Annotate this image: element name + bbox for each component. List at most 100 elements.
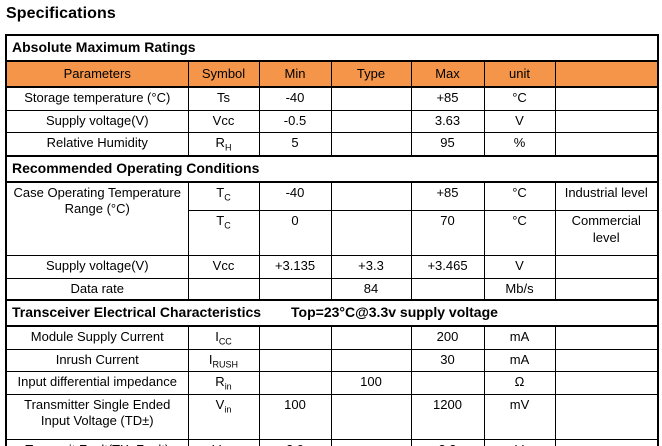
cell-notes bbox=[554, 393, 659, 440]
cell-symbol: Ts bbox=[187, 86, 260, 111]
cell-type bbox=[330, 181, 412, 212]
table-row: Transmitter Single Ended Input Voltage (… bbox=[5, 393, 659, 440]
column-header-unit: unit bbox=[483, 60, 556, 88]
cell-notes bbox=[554, 371, 659, 395]
cell-max: 3.3 bbox=[410, 438, 485, 446]
cell-type bbox=[330, 132, 412, 157]
table-row: Supply voltage(V) Vcc +3.135 +3.3 +3.465… bbox=[5, 255, 659, 279]
cell-max bbox=[410, 371, 485, 395]
symbol-subscript: in bbox=[224, 381, 232, 392]
cell-notes bbox=[554, 325, 659, 350]
symbol-subscript: RUSH bbox=[212, 359, 239, 370]
table-row: Data rate 84 Mb/s bbox=[5, 277, 659, 301]
cell-symbol: Vin bbox=[187, 393, 260, 440]
cell-unit: °C bbox=[483, 86, 556, 111]
symbol-base: V bbox=[212, 442, 221, 446]
cell-notes bbox=[554, 86, 659, 111]
cell-max: 70 bbox=[410, 210, 485, 257]
section-title: Recommended Operating Conditions bbox=[5, 154, 659, 183]
symbol-base: R bbox=[215, 135, 225, 151]
cell-type: 84 bbox=[330, 277, 412, 301]
symbol-subscript: C bbox=[224, 220, 231, 231]
cell-parameter: Storage temperature (°C) bbox=[5, 86, 189, 111]
page-title: Specifications bbox=[6, 5, 116, 22]
table-row: Inrush Current IRUSH 30 mA bbox=[5, 348, 659, 373]
cell-type bbox=[330, 86, 412, 111]
symbol-base: Vcc bbox=[212, 112, 235, 128]
cell-max: +3.465 bbox=[410, 255, 485, 279]
cell-max: +85 bbox=[410, 181, 485, 212]
cell-unit: mA bbox=[483, 348, 556, 373]
cell-unit: V bbox=[483, 109, 556, 134]
symbol-base: I bbox=[208, 351, 213, 367]
cell-parameter: Transmit Fault(TX_Fault) bbox=[5, 438, 189, 446]
symbol-base: T bbox=[216, 184, 225, 200]
section-title: Transceiver Electrical Characteristics bbox=[12, 304, 262, 321]
cell-unit: V bbox=[483, 438, 556, 446]
cell-parameter: Transmitter Single Ended Input Voltage (… bbox=[5, 393, 189, 440]
cell-parameter: Module Supply Current bbox=[5, 325, 189, 350]
cell-unit: V bbox=[483, 255, 556, 279]
cell-unit: Ω bbox=[483, 371, 556, 395]
column-header-notes bbox=[554, 60, 659, 88]
cell-notes: Commercial level bbox=[554, 210, 659, 257]
table-row: Relative Humidity RH 5 95 % bbox=[5, 132, 659, 157]
cell-unit: mV bbox=[483, 393, 556, 440]
cell-type: +3.3 bbox=[330, 255, 412, 279]
cell-min: 2.0 bbox=[258, 438, 332, 446]
symbol-subscript: in bbox=[224, 404, 232, 415]
cell-max: 200 bbox=[410, 325, 485, 350]
cell-type bbox=[330, 348, 412, 373]
symbol-base: T bbox=[216, 213, 225, 229]
cell-symbol: Vcc bbox=[187, 255, 260, 279]
cell-min: 0 bbox=[258, 210, 332, 257]
symbol-base: V bbox=[215, 396, 225, 412]
cell-type bbox=[330, 109, 412, 134]
cell-min bbox=[258, 325, 332, 350]
table-row: Storage temperature (°C) Ts -40 +85 °C bbox=[5, 86, 659, 111]
cell-max: 30 bbox=[410, 348, 485, 373]
specifications-table: Absolute Maximum Ratings Parameters Symb… bbox=[5, 34, 660, 446]
cell-min: -40 bbox=[258, 86, 332, 111]
cell-notes bbox=[554, 277, 659, 301]
symbol-base: Vcc bbox=[212, 258, 235, 274]
cell-notes: Industrial level bbox=[554, 181, 659, 212]
cell-type bbox=[330, 438, 412, 446]
cell-symbol: TC bbox=[187, 181, 260, 212]
symbol-base: Ts bbox=[217, 90, 230, 105]
cell-parameter: Input differential impedance bbox=[5, 371, 189, 395]
cell-symbol: TC bbox=[187, 210, 260, 257]
column-header-symbol: Symbol bbox=[187, 60, 260, 88]
table-row: Module Supply Current ICC 200 mA bbox=[5, 325, 659, 350]
cell-unit: % bbox=[483, 132, 556, 157]
cell-symbol bbox=[187, 277, 260, 301]
cell-type bbox=[330, 325, 412, 350]
cell-parameter: Supply voltage(V) bbox=[5, 255, 189, 279]
column-header-parameters: Parameters bbox=[5, 60, 189, 88]
cell-unit: Mb/s bbox=[483, 277, 556, 301]
cell-max: 3.63 bbox=[410, 109, 485, 134]
table-row: TC 0 70 °C Commercial level bbox=[6, 210, 659, 257]
cell-symbol: VOH bbox=[187, 438, 260, 446]
symbol-base: I bbox=[215, 329, 219, 345]
section-title: Absolute Maximum Ratings bbox=[5, 34, 659, 62]
cell-parameter: Inrush Current bbox=[5, 348, 189, 373]
cell-type bbox=[330, 393, 412, 440]
cell-parameter: Supply voltage(V) bbox=[5, 109, 189, 134]
cell-type: 100 bbox=[330, 371, 412, 395]
table-row: Case Operating Temperature Range (°C) TC… bbox=[5, 181, 659, 257]
symbol-subscript: H bbox=[224, 142, 232, 153]
cell-min: +3.135 bbox=[258, 255, 332, 279]
cell-min bbox=[258, 277, 332, 301]
cell-notes bbox=[554, 348, 659, 373]
cell-min: -40 bbox=[258, 181, 332, 212]
cell-symbol: RH bbox=[187, 132, 260, 157]
cell-max: 95 bbox=[410, 132, 485, 157]
cell-notes bbox=[554, 438, 659, 446]
section-header-recommended-operating-conditions: Recommended Operating Conditions bbox=[5, 154, 659, 183]
cell-parameter: Relative Humidity bbox=[5, 132, 189, 157]
table-row: Input differential impedance Rin 100 Ω bbox=[5, 371, 659, 395]
symbol-subscript: CC bbox=[218, 336, 232, 347]
cell-unit: °C bbox=[483, 210, 556, 257]
